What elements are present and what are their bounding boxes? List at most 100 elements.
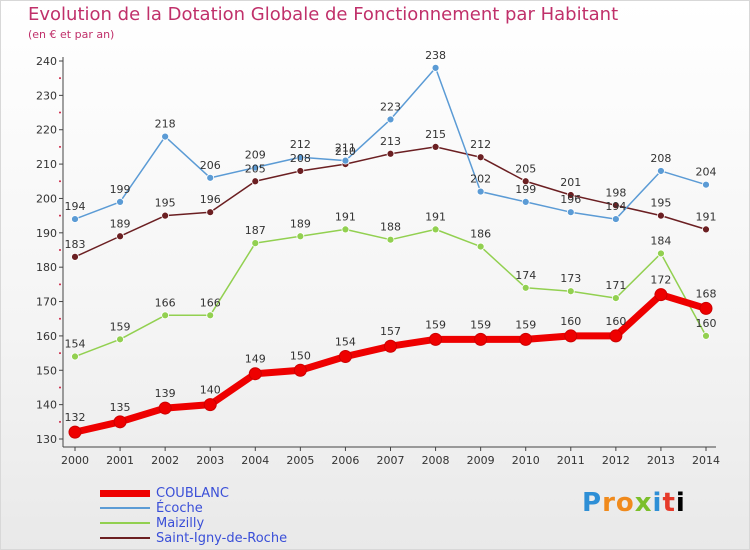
x-tick-label: 2014 <box>692 454 720 467</box>
logo-letter: P <box>582 488 603 518</box>
data-labels-layer: 132 135 139 140 149 150 154 157 159 159 159 160 160 1… <box>65 49 717 424</box>
y-tick-label: 230 <box>36 89 57 102</box>
data-point <box>296 232 305 241</box>
series-layer <box>68 63 713 439</box>
data-point <box>206 208 215 217</box>
y-minor-tick <box>59 145 61 148</box>
y-tick-label: 180 <box>36 261 57 274</box>
y-tick-label: 140 <box>36 399 57 412</box>
data-point <box>386 235 395 244</box>
line-chart: 130 140 150 160 170 180 190 200 210 220 230 240 2000… <box>36 49 720 467</box>
data-label: 196 <box>560 193 581 206</box>
y-minor-tick <box>59 420 61 423</box>
data-point <box>203 398 217 412</box>
y-minor-tick <box>59 317 61 320</box>
x-tick-label: 2003 <box>196 454 224 467</box>
y-tick-label: 160 <box>36 330 57 343</box>
data-label: 166 <box>155 296 176 309</box>
legend-swatch <box>100 489 150 497</box>
legend-label: Saint-Igny-de-Roche <box>156 531 288 546</box>
data-label: 208 <box>290 152 311 165</box>
legend-swatch <box>100 537 150 539</box>
legend-label: Maizilly <box>156 516 205 531</box>
data-label: 132 <box>65 411 86 424</box>
logo-letter: t <box>662 488 676 518</box>
data-label: 187 <box>245 224 266 237</box>
data-label: 202 <box>470 173 491 186</box>
y-tick-label: 210 <box>36 158 57 171</box>
y-minor-tick <box>59 214 61 217</box>
data-point <box>521 197 530 206</box>
data-point <box>296 153 305 162</box>
x-tick-label: 2010 <box>512 454 540 467</box>
data-label: 188 <box>380 221 401 234</box>
data-label: 205 <box>515 162 536 175</box>
data-point <box>116 232 124 241</box>
data-point <box>654 288 668 302</box>
data-point <box>702 332 710 340</box>
y-tick-label: 170 <box>36 296 57 309</box>
data-point <box>386 115 395 124</box>
data-point <box>248 367 262 381</box>
data-label: 154 <box>65 338 86 351</box>
data-label: 189 <box>290 217 311 230</box>
data-label: 223 <box>380 100 401 113</box>
data-label: 208 <box>650 152 671 165</box>
data-label: 218 <box>155 118 176 131</box>
data-point <box>251 239 260 248</box>
data-point <box>564 329 578 343</box>
logo-letter: i <box>675 488 686 518</box>
data-point <box>657 167 665 175</box>
y-tick-label: 240 <box>36 55 57 68</box>
y-tick-label: 220 <box>36 124 57 137</box>
data-label: 201 <box>560 176 581 189</box>
legend-item: Maizilly <box>100 516 400 531</box>
x-tick-label: 2007 <box>377 454 405 467</box>
data-point <box>206 173 215 182</box>
data-label: 159 <box>110 320 131 333</box>
data-label: 186 <box>470 228 491 241</box>
x-tick-label: 2011 <box>557 454 585 467</box>
data-point <box>431 143 440 151</box>
y-minor-tick <box>59 386 61 389</box>
legend-swatch <box>100 507 150 509</box>
logo-letter: x <box>634 488 653 518</box>
data-label: 212 <box>470 138 491 151</box>
x-tick-label: 2009 <box>467 454 495 467</box>
data-point <box>521 283 530 292</box>
data-point <box>609 329 623 343</box>
legend-item: Écoche <box>100 501 400 516</box>
data-label: 149 <box>245 353 266 366</box>
legend-swatch <box>100 522 150 524</box>
x-tick-label: 2001 <box>106 454 134 467</box>
data-label: 174 <box>515 269 536 282</box>
data-label: 139 <box>155 387 176 400</box>
data-point <box>657 211 665 220</box>
data-point <box>71 352 79 361</box>
data-point <box>702 180 710 189</box>
data-label: 135 <box>110 401 131 414</box>
data-label: 199 <box>110 183 131 196</box>
data-label: 160 <box>696 317 717 330</box>
y-minor-tick <box>59 77 61 80</box>
data-point <box>566 191 575 199</box>
data-point <box>476 187 485 196</box>
data-label: 173 <box>560 272 581 285</box>
data-point <box>161 311 170 320</box>
y-minor-tick <box>59 111 61 114</box>
data-label: 198 <box>605 186 626 199</box>
data-label: 157 <box>380 325 401 338</box>
data-point <box>293 363 307 377</box>
data-label: 195 <box>650 197 671 210</box>
data-point <box>338 350 352 364</box>
data-label: 191 <box>425 210 446 223</box>
data-point <box>611 294 620 303</box>
y-minor-tick <box>59 249 61 251</box>
data-label: 212 <box>290 138 311 151</box>
data-point <box>161 132 170 141</box>
data-label: 204 <box>696 166 717 179</box>
logo-letter: o <box>615 488 635 518</box>
proxiti-logo: Proxiti <box>582 488 686 518</box>
y-tick-label: 190 <box>36 227 57 240</box>
